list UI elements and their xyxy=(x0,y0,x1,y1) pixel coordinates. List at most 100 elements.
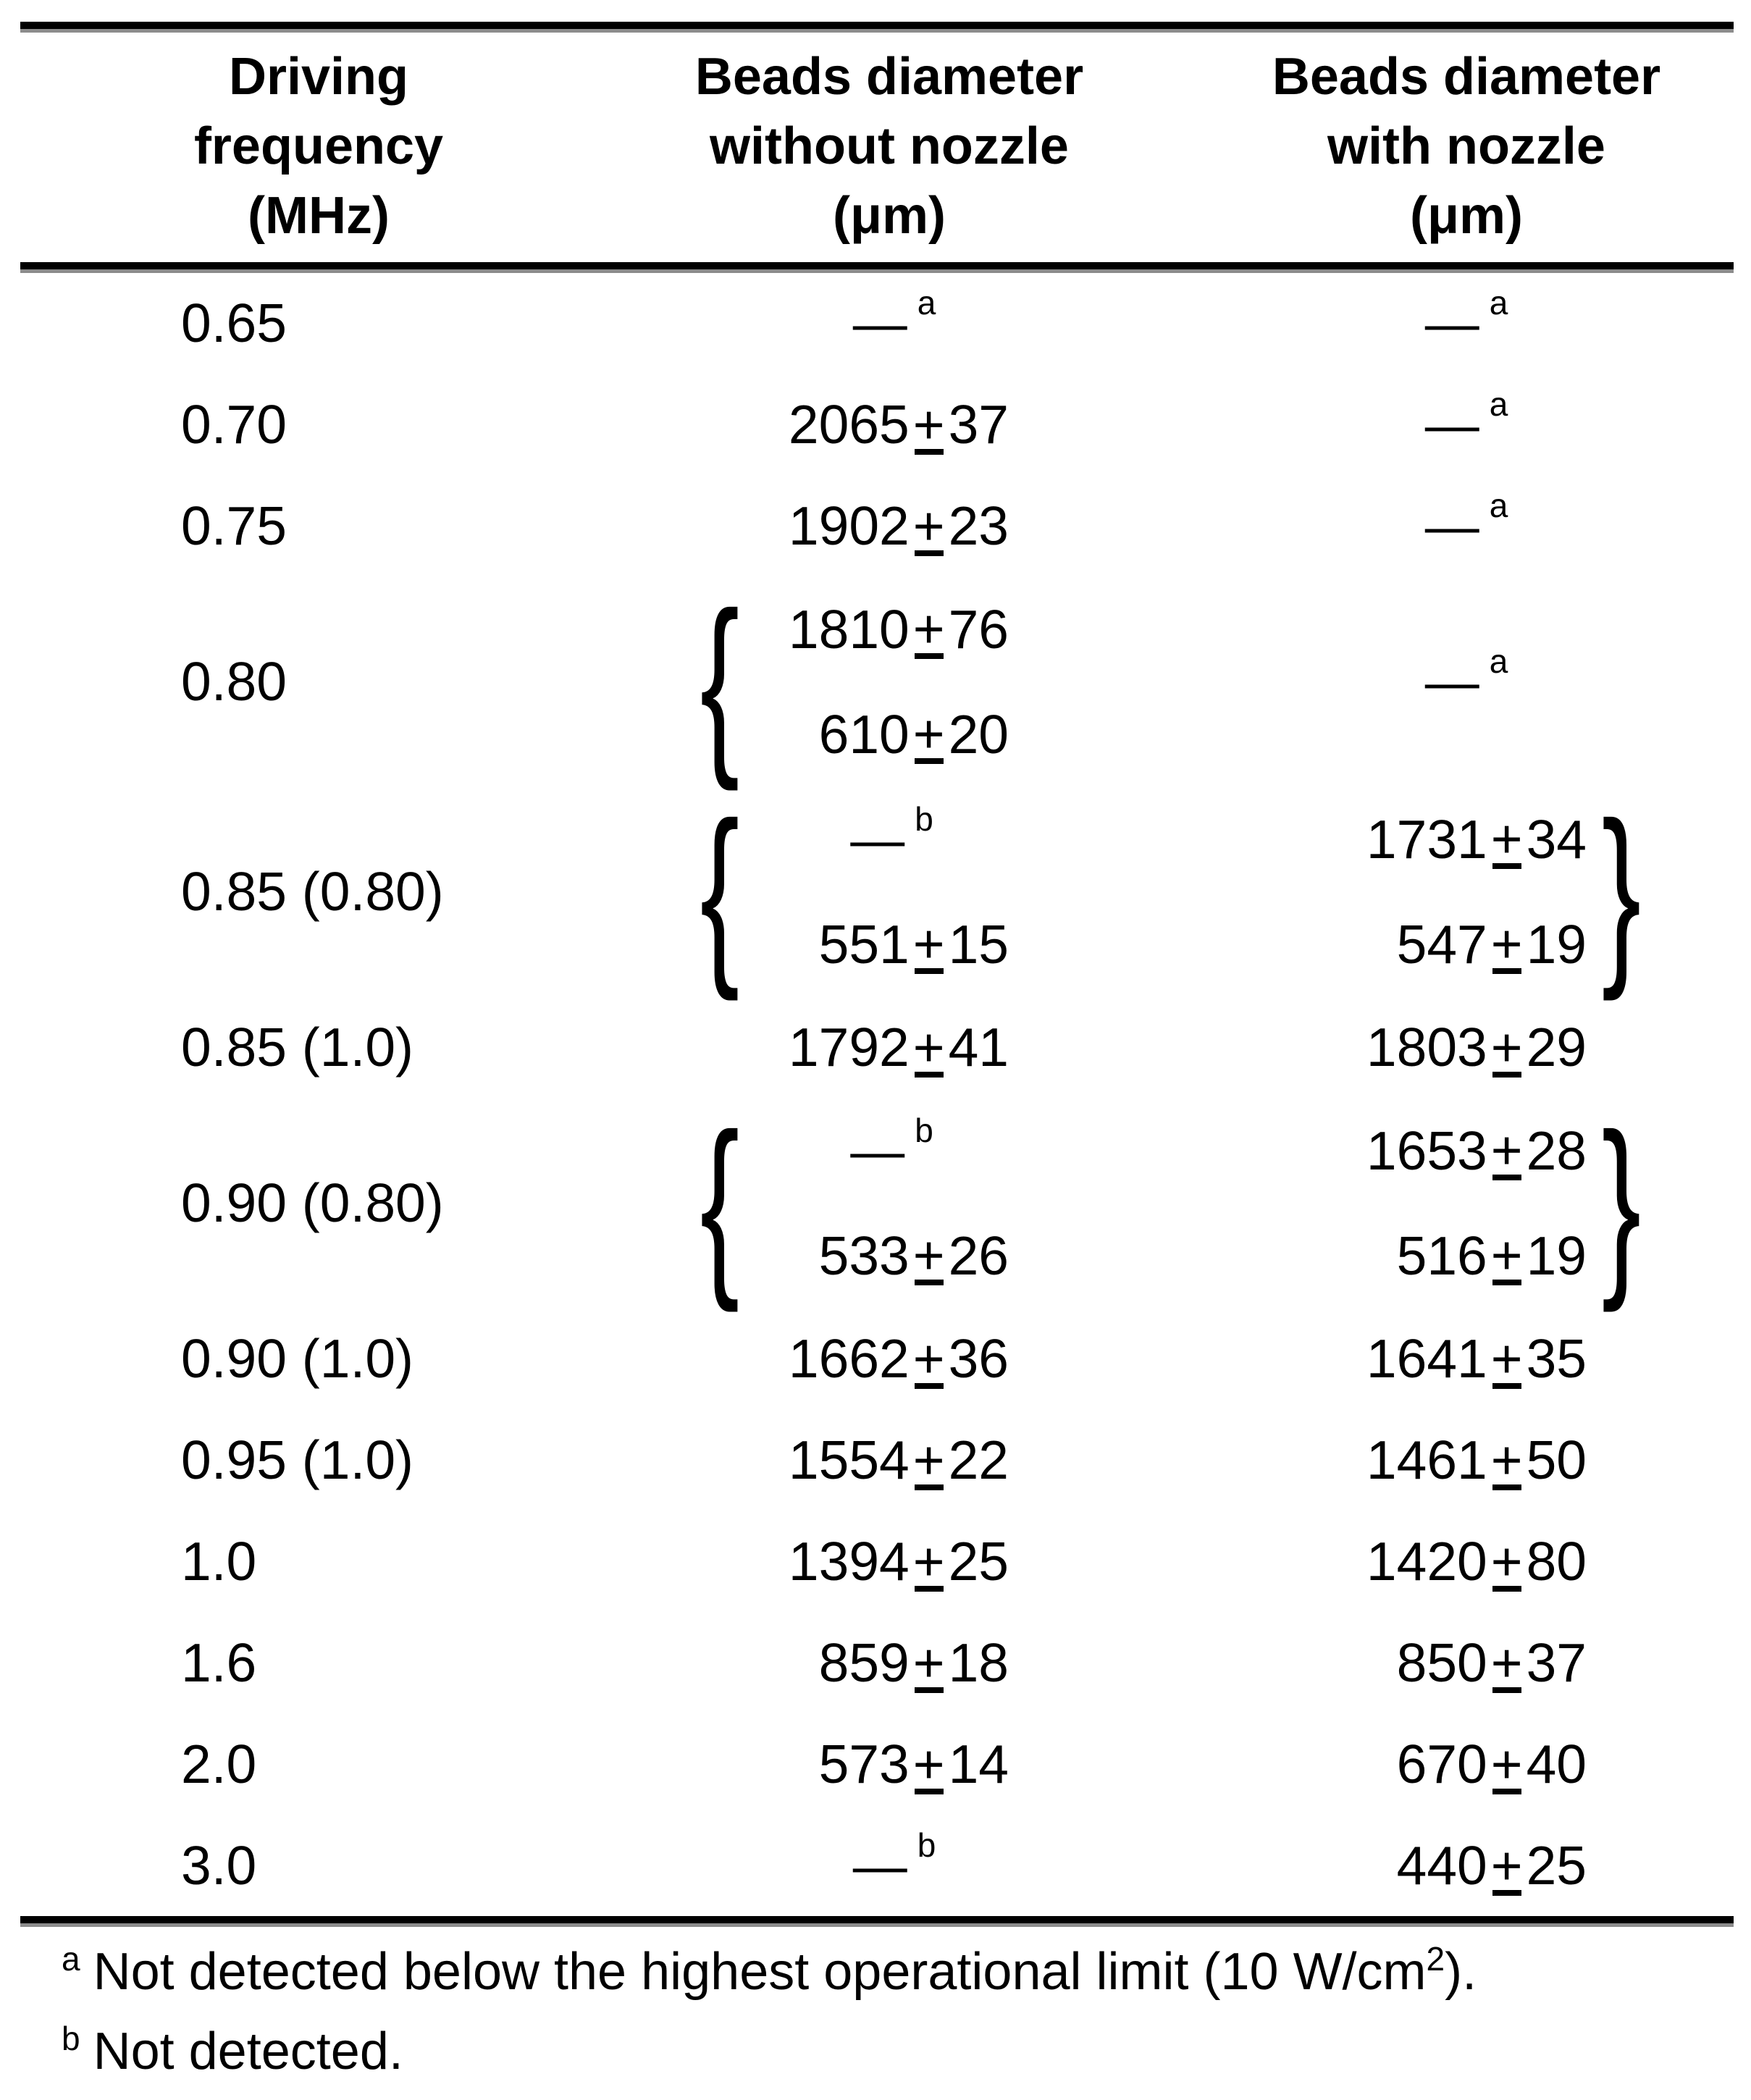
table-body: 0.65 — a — a 0.70 2065 +37 — a 0.75 xyxy=(0,272,1751,1916)
frequency-cell: 2.0 xyxy=(181,1713,630,1815)
diameter-without-nozzle-cell: — b 551 +15 xyxy=(637,786,1009,996)
plus-glyph: + xyxy=(1490,1631,1523,1693)
plus-minus-symbol: + xyxy=(913,602,945,659)
diameter-with-nozzle-cell: — a xyxy=(1217,272,1716,374)
diameter-without-nozzle-cell: — a xyxy=(637,272,1151,374)
frequency-cell: 0.75 xyxy=(181,475,630,576)
table-top-rule xyxy=(20,22,1734,33)
error-value: 41 xyxy=(948,1017,1009,1078)
diameter-value: 1461 xyxy=(1366,1429,1487,1490)
error-value: 37 xyxy=(948,394,1009,455)
no-data-dash: — xyxy=(1424,293,1479,353)
plus-glyph: + xyxy=(912,495,945,556)
paired-value: 610 +20 xyxy=(637,681,1009,786)
header-line: (MHz) xyxy=(248,187,390,245)
footnote-ref: a xyxy=(1489,284,1508,322)
frequency-value: 0.70 xyxy=(181,394,287,455)
plus-minus-symbol: + xyxy=(913,397,945,455)
table-row: 0.85 (0.80) { — b 551 +15 1731 +34 547 +19 } xyxy=(0,786,1751,996)
footnote-text: Not detected. xyxy=(93,2023,403,2080)
no-data-dash: — xyxy=(852,1835,907,1896)
diameter-without-nozzle-cell: 2065 +37 xyxy=(637,374,1009,475)
table-row: 0.65 — a — a xyxy=(0,272,1751,374)
error-value: 29 xyxy=(1526,1017,1587,1078)
no-data-dash: — xyxy=(1424,394,1479,455)
plus-glyph: + xyxy=(1490,1429,1523,1490)
footnote-ref: b xyxy=(915,799,933,838)
diameter-without-nozzle-cell: 573 +14 xyxy=(637,1713,1009,1815)
diameter-without-nozzle-cell: 1554 +22 xyxy=(637,1409,1009,1511)
footnote-a: a Not detected below the highest operatio… xyxy=(62,1939,1477,2010)
column-header-with-nozzle: Beads diameter with nozzle (μm) xyxy=(1212,42,1721,251)
plus-minus-symbol: + xyxy=(912,1530,945,1592)
plus-minus-symbol: + xyxy=(913,1228,945,1285)
table-bottom-rule xyxy=(20,1916,1734,1927)
plus-minus-symbol: + xyxy=(913,707,945,764)
table-row: 0.80 { 1810 +76 610 +20 — a xyxy=(0,576,1751,786)
column-header-without-nozzle: Beads diameter without nozzle (μm) xyxy=(634,42,1144,251)
plus-minus-symbol: + xyxy=(1491,1534,1523,1592)
frequency-cell: 0.95 (1.0) xyxy=(181,1409,630,1511)
plus-glyph: + xyxy=(912,1733,945,1794)
error-value: 14 xyxy=(948,1734,1009,1794)
error-value: 18 xyxy=(948,1632,1009,1693)
header-line: frequency xyxy=(193,117,444,175)
diameter-with-nozzle-cell: 670 +40 xyxy=(1217,1713,1587,1815)
left-curly-brace: { xyxy=(700,571,740,791)
table-row: 1.6 859 +18 850 +37 xyxy=(0,1612,1751,1713)
plus-glyph: + xyxy=(912,913,945,974)
paired-value: 1810 +76 xyxy=(637,576,1009,681)
header-separator-rule xyxy=(20,262,1734,273)
paired-value: 1731 +34 xyxy=(1217,786,1587,891)
plus-minus-symbol: + xyxy=(913,1432,945,1490)
error-value: 25 xyxy=(1526,1835,1587,1896)
diameter-value: 610 xyxy=(818,703,910,765)
diameter-value: 1902 xyxy=(788,495,910,556)
frequency-value: 1.0 xyxy=(181,1531,257,1592)
right-curly-brace: } xyxy=(1601,781,1642,1001)
frequency-cell: 0.65 xyxy=(181,272,630,374)
frequency-cell: 1.0 xyxy=(181,1511,630,1612)
error-value: 50 xyxy=(1526,1429,1587,1490)
paired-value: 547 +19 xyxy=(1217,891,1587,996)
frequency-value: 1.6 xyxy=(181,1632,257,1693)
no-data-dash: — xyxy=(850,1120,905,1181)
error-value: 25 xyxy=(948,1531,1009,1592)
diameter-with-nozzle-cell: 1653 +28 516 +19 xyxy=(1217,1098,1587,1308)
plus-glyph: + xyxy=(912,1016,945,1078)
frequency-value: 0.65 xyxy=(181,293,287,353)
plus-minus-symbol: + xyxy=(913,498,945,556)
diameter-value: 516 xyxy=(1396,1225,1487,1286)
diameter-with-nozzle-cell: 440 +25 xyxy=(1217,1815,1587,1916)
plus-minus-symbol: + xyxy=(1491,1635,1523,1693)
paired-value: 1653 +28 xyxy=(1217,1098,1587,1203)
plus-glyph: + xyxy=(912,1631,945,1693)
frequency-value: 0.85 (0.80) xyxy=(181,861,444,922)
table-row: 3.0 — b 440 +25 xyxy=(0,1815,1751,1916)
error-value: 19 xyxy=(1526,913,1587,975)
footnote-text: Not detected below the highest operation… xyxy=(93,1943,1427,2001)
plus-glyph: + xyxy=(1490,1834,1523,1896)
diameter-value: 533 xyxy=(818,1225,910,1286)
table-row: 0.75 1902 +23 — a xyxy=(0,475,1751,576)
table-row: 0.95 (1.0) 1554 +22 1461 +50 xyxy=(0,1409,1751,1511)
header-line: with nozzle xyxy=(1327,117,1605,175)
footnote-ref: a xyxy=(1489,642,1508,680)
frequency-value: 3.0 xyxy=(181,1835,257,1896)
diameter-with-nozzle-cell: — a xyxy=(1217,374,1716,475)
rule-gray-line xyxy=(20,269,1734,273)
plus-glyph: + xyxy=(1490,913,1523,974)
frequency-cell: 0.85 (1.0) xyxy=(181,996,630,1098)
plus-glyph: + xyxy=(912,1530,945,1592)
superscript-2: 2 xyxy=(1426,1940,1445,1978)
plus-minus-symbol: + xyxy=(1491,1228,1523,1285)
plus-minus-symbol: + xyxy=(913,917,945,974)
header-line: (μm) xyxy=(1409,187,1524,245)
header-line: (μm) xyxy=(832,187,946,245)
error-value: 36 xyxy=(948,1328,1009,1389)
plus-glyph: + xyxy=(1490,808,1523,869)
diameter-without-nozzle-cell: 1792 +41 xyxy=(637,996,1009,1098)
frequency-value: 0.90 (1.0) xyxy=(181,1328,414,1389)
diameter-without-nozzle-cell: 1902 +23 xyxy=(637,475,1009,576)
